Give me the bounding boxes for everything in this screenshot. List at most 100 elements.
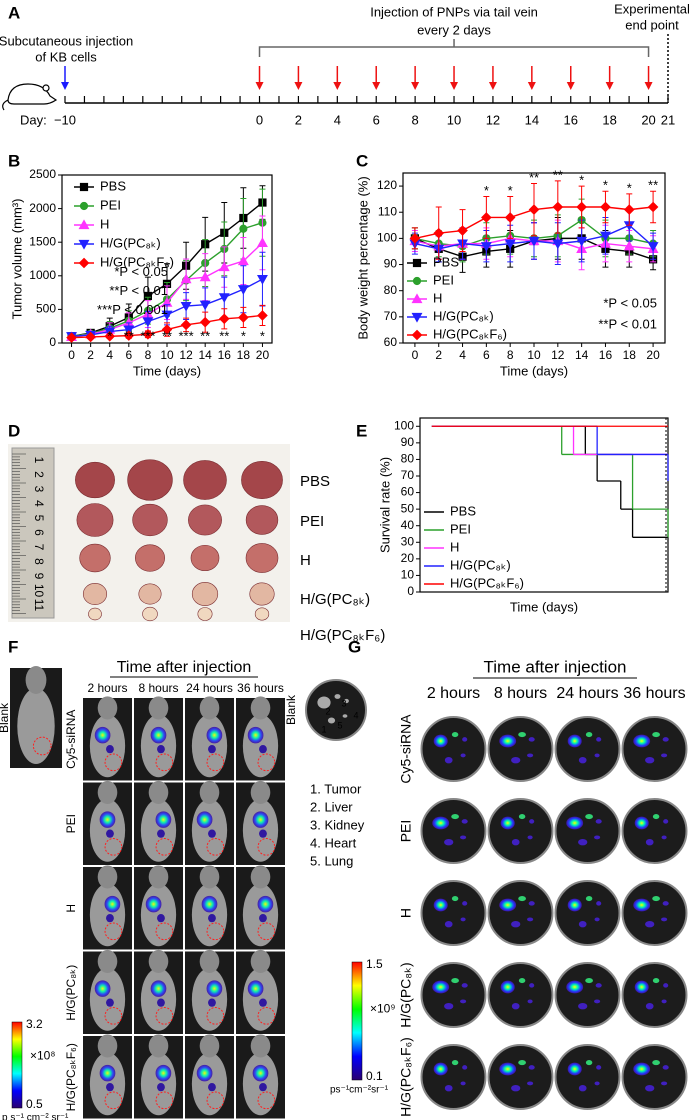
mouse-head — [97, 865, 118, 889]
signal — [259, 829, 267, 838]
organ — [499, 1062, 517, 1076]
ruler-label: 11 — [32, 599, 46, 612]
organ — [652, 732, 660, 738]
organ — [652, 814, 660, 820]
row-label: H/G(PC₈ₖ) — [64, 965, 78, 1021]
x-tick-label: 16 — [599, 348, 613, 362]
marker — [85, 331, 96, 343]
arrow-head — [450, 82, 459, 90]
photo-row-label: PEI — [300, 513, 324, 530]
marker — [218, 293, 230, 303]
arrow-head — [411, 82, 420, 90]
organ — [500, 980, 515, 994]
mouse-body — [89, 968, 126, 1031]
colorbar — [351, 961, 363, 1081]
tumor-circle — [257, 1091, 276, 1110]
x-tick-label: 2 — [87, 348, 94, 362]
mouse-head — [199, 949, 220, 973]
marker — [504, 239, 516, 250]
organ — [595, 819, 602, 824]
organ — [661, 753, 668, 758]
organ — [595, 983, 602, 988]
organ — [460, 753, 466, 758]
colorbar-max: 1.5 — [366, 957, 383, 971]
blank-label: Blank — [0, 702, 11, 733]
organ-legend: 2. Liver — [310, 799, 353, 814]
mouse-body — [89, 883, 126, 947]
organ — [585, 896, 593, 902]
tumor-circle — [257, 922, 276, 941]
tumor — [183, 460, 227, 500]
arrow-head — [488, 82, 497, 90]
marker — [218, 313, 230, 325]
marker — [600, 201, 611, 213]
tumor-circle — [257, 753, 276, 772]
organ — [662, 1065, 669, 1070]
ruler-label: 9 — [32, 573, 46, 580]
legend-label: H — [100, 216, 109, 231]
tumor — [241, 461, 283, 499]
organ — [645, 921, 655, 928]
legend-label: PBS — [433, 254, 459, 269]
organ — [527, 1081, 534, 1086]
colorbar-min: 0.1 — [366, 1069, 383, 1083]
signal — [247, 980, 264, 997]
marker — [180, 319, 192, 331]
y-tick-label: 2500 — [29, 167, 56, 181]
organ — [652, 1060, 660, 1066]
day-tick-label: 20 — [641, 112, 655, 127]
organ — [527, 917, 534, 922]
organ — [432, 816, 450, 830]
marker — [199, 271, 211, 282]
dish-number: 2 — [325, 706, 330, 716]
signal — [150, 980, 167, 997]
organ — [462, 1065, 468, 1070]
tumor — [75, 461, 115, 499]
organ — [461, 983, 468, 988]
mouse-head — [199, 696, 220, 720]
organ — [462, 737, 468, 742]
organ — [433, 898, 448, 912]
y-tick-label: 2000 — [29, 201, 56, 215]
dish — [487, 798, 554, 864]
legend-label: PEI — [433, 272, 454, 287]
end-note: Experimental — [614, 1, 690, 16]
marker — [412, 258, 422, 268]
mouse-head — [25, 666, 47, 694]
organ — [500, 816, 515, 830]
marker — [480, 242, 492, 252]
mouse-icon — [2, 83, 58, 111]
organ — [567, 1062, 582, 1076]
arrow-head — [294, 82, 303, 90]
mouse-body — [140, 714, 177, 778]
organ — [460, 835, 467, 840]
organ — [596, 901, 602, 906]
organ — [578, 1085, 587, 1092]
organ — [634, 980, 649, 994]
blank-label: Blank — [284, 694, 298, 725]
marker — [600, 231, 611, 242]
significance-mark: ** — [162, 328, 172, 343]
organ — [661, 999, 667, 1004]
time-label: 24 hours — [556, 685, 618, 702]
tumor-circle — [104, 922, 123, 941]
day-tick-label: 14 — [525, 112, 539, 127]
mouse-body — [191, 799, 228, 862]
organ — [444, 1085, 453, 1092]
signal — [99, 1064, 116, 1082]
organ — [462, 901, 468, 906]
signal — [252, 1064, 269, 1082]
tumor — [138, 583, 162, 605]
y-tick-label: 70 — [384, 309, 398, 323]
arrow-head — [61, 82, 69, 90]
row-label: PEI — [398, 820, 414, 843]
tumor — [245, 505, 279, 535]
significance-mark: * — [107, 328, 112, 343]
mouse-head — [97, 1034, 118, 1058]
x-tick-label: 6 — [125, 348, 132, 362]
dish-number: 4 — [353, 710, 358, 720]
colorbar-max: 3.2 — [26, 1017, 43, 1031]
y-tick-label: 80 — [401, 452, 415, 466]
